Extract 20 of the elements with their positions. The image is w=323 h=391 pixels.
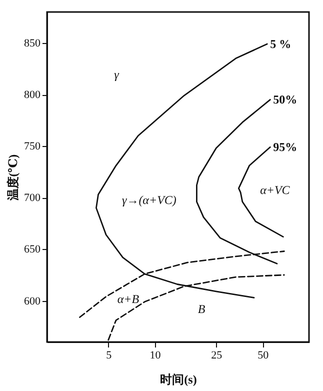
series-label: 50%	[273, 92, 298, 107]
y-tick-label: 800	[24, 89, 41, 101]
annotation: γ	[114, 68, 120, 82]
x-axis-title: 时间(s)	[160, 372, 197, 386]
y-tick-label: 850	[24, 37, 41, 50]
annotation: α+VC	[260, 183, 291, 198]
y-tick-label: 700	[24, 192, 41, 204]
x-tick-label: 50	[258, 350, 270, 362]
y-axis-title: 温度(℃)	[6, 154, 20, 202]
x-tick-label: 10	[150, 350, 162, 362]
annotation: B	[198, 302, 206, 316]
x-tick-label: 25	[211, 350, 223, 362]
x-tick-label: 5	[106, 350, 112, 362]
y-tick-label: 750	[24, 140, 41, 153]
y-tick-label: 600	[24, 295, 41, 308]
series-label: 95%	[273, 140, 298, 154]
annotation: α+B	[117, 292, 140, 306]
series-label: 5 %	[270, 36, 292, 51]
annotation: γ→(α+VC)	[122, 193, 176, 208]
y-tick-label: 650	[24, 244, 41, 256]
